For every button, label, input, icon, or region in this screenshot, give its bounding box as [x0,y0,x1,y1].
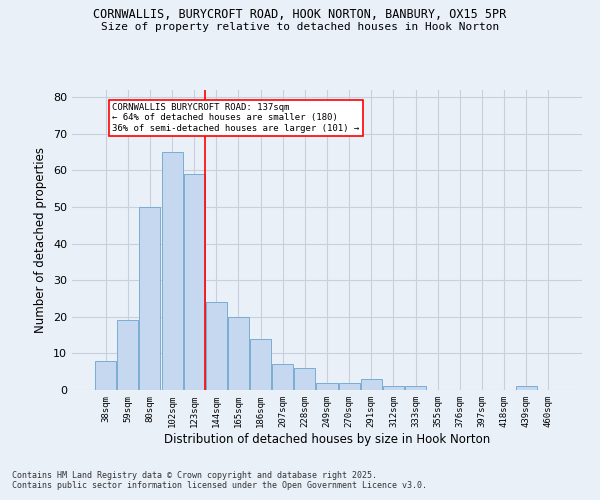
Bar [139,207,160,390]
Bar [250,339,271,390]
Bar [383,386,404,390]
Bar [515,386,536,390]
Bar [161,152,182,390]
Bar [338,382,359,390]
Bar [272,364,293,390]
Bar [295,368,316,390]
Bar [405,386,426,390]
Bar [228,317,249,390]
Bar [184,174,205,390]
Bar [316,382,338,390]
Text: CORNWALLIS, BURYCROFT ROAD, HOOK NORTON, BANBURY, OX15 5PR: CORNWALLIS, BURYCROFT ROAD, HOOK NORTON,… [94,8,506,20]
Bar [95,360,116,390]
Y-axis label: Number of detached properties: Number of detached properties [34,147,47,333]
Text: Contains HM Land Registry data © Crown copyright and database right 2025.
Contai: Contains HM Land Registry data © Crown c… [12,470,427,490]
Text: Size of property relative to detached houses in Hook Norton: Size of property relative to detached ho… [101,22,499,32]
Text: CORNWALLIS BURYCROFT ROAD: 137sqm
← 64% of detached houses are smaller (180)
36%: CORNWALLIS BURYCROFT ROAD: 137sqm ← 64% … [112,103,359,132]
X-axis label: Distribution of detached houses by size in Hook Norton: Distribution of detached houses by size … [164,432,490,446]
Bar [118,320,139,390]
Bar [206,302,227,390]
Bar [361,379,382,390]
